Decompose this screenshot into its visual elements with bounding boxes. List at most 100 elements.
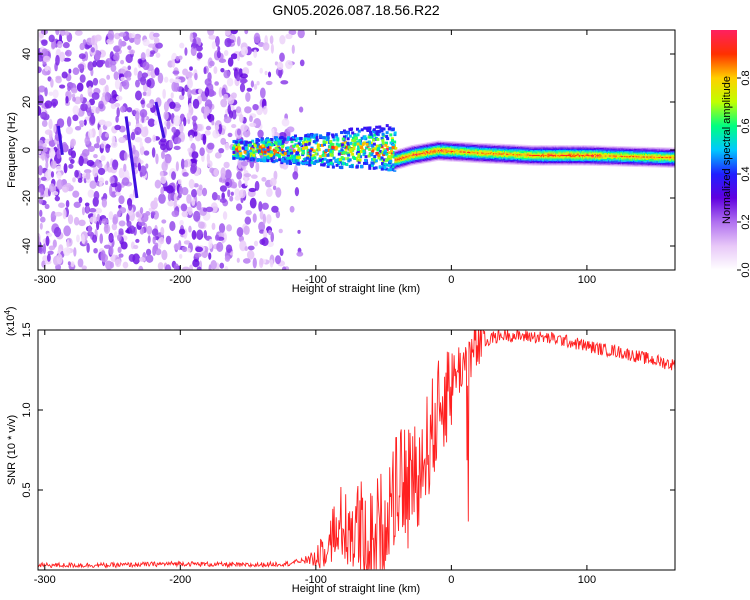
- spectrogram-noise-cell: [159, 143, 167, 151]
- spectrogram-signal-cell: [435, 149, 438, 151]
- spectrogram-noise-cell: [105, 58, 113, 68]
- spectrogram-signal-cell: [562, 146, 564, 148]
- spectrogram-signal-cell: [544, 151, 546, 153]
- spectrogram-signal-cell: [419, 143, 421, 145]
- spectrogram-noise-cell: [179, 123, 184, 134]
- spectrogram-signal-cell: [506, 148, 508, 151]
- spectrogram-signal-cell: [406, 158, 408, 160]
- spectrogram-signal-cell: [525, 152, 528, 154]
- spectrogram-turbulent-cell: [383, 151, 387, 155]
- spectrogram-signal-cell: [467, 161, 469, 163]
- spectrogram-signal-cell: [397, 161, 400, 163]
- spectrogram-signal-cell: [403, 157, 405, 159]
- spectrogram-signal-cell: [470, 161, 472, 163]
- spectrogram-signal-cell: [534, 159, 536, 161]
- spectrogram-signal-cell: [420, 145, 422, 148]
- spectrogram-turbulent-cell: [280, 161, 284, 165]
- spectrogram-signal-cell: [456, 151, 458, 153]
- spectrogram-signal-cell: [550, 164, 552, 166]
- spectrogram-noise-cell: [236, 227, 244, 238]
- spectrogram-turbulent-cell: [259, 152, 263, 156]
- spectrogram-signal-cell: [486, 150, 489, 152]
- spectrogram-signal-cell: [547, 148, 549, 150]
- spectrogram-signal-cell: [502, 149, 505, 152]
- spectrogram-noise-cell: [225, 181, 230, 187]
- spectrogram-signal-cell: [524, 162, 526, 165]
- spectrogram-signal-cell: [569, 162, 571, 164]
- spectrogram-signal-cell: [563, 146, 565, 148]
- spectrogram-signal-cell: [484, 162, 486, 164]
- spectrogram-signal-cell: [499, 162, 502, 165]
- spectrogram-signal-cell: [471, 155, 473, 157]
- spectrogram-noise-cell: [123, 151, 128, 161]
- spectrogram-signal-cell: [570, 158, 572, 160]
- spectrogram-signal-cell: [576, 147, 579, 149]
- spectrogram-signal-cell: [431, 146, 433, 148]
- spectrogram-signal-cell: [417, 148, 419, 151]
- spectrogram-noise-cell: [65, 126, 74, 135]
- spectrogram-signal-cell: [426, 160, 429, 162]
- spectrogram-signal-cell: [443, 145, 445, 147]
- spectrogram-signal-cell: [422, 144, 425, 146]
- spectrogram-signal-cell: [529, 155, 532, 158]
- spectrogram-signal-cell: [487, 156, 490, 158]
- spectrogram-noise-cell: [169, 78, 175, 84]
- spectrogram-signal-cell: [445, 154, 447, 156]
- spectrogram-noise-cell: [72, 190, 80, 198]
- spectrogram-signal-cell: [533, 156, 535, 158]
- spectrogram-signal-cell: [512, 152, 515, 154]
- spectrogram-signal-cell: [554, 151, 557, 153]
- spectrogram-signal-cell: [536, 162, 538, 164]
- spectrogram-signal-cell: [421, 162, 423, 164]
- spectrogram-signal-cell: [443, 158, 445, 160]
- spectrogram-signal-cell: [540, 150, 543, 152]
- spectrogram-signal-cell: [468, 149, 470, 151]
- spectrogram-signal-cell: [473, 154, 475, 156]
- spectrogram-streak: [124, 116, 139, 199]
- spectrogram-signal-cell: [540, 156, 543, 158]
- spectrogram-turbulent-cell: [322, 143, 326, 147]
- spectrogram-turbulent-cell: [320, 163, 324, 167]
- spectrogram-signal-cell: [527, 146, 530, 148]
- spectrogram-signal-cell: [420, 148, 422, 150]
- spectrogram-signal-cell: [477, 149, 480, 152]
- spectrogram-signal-cell: [526, 150, 529, 153]
- spectrogram-signal-cell: [493, 159, 495, 161]
- spectrogram-turbulent-cell: [251, 148, 255, 152]
- spectrogram-noise-cell: [243, 173, 252, 178]
- spectrogram-signal-cell: [475, 152, 478, 154]
- spectrogram-signal-cell: [549, 147, 551, 149]
- spectrogram-noise-cell: [150, 211, 156, 216]
- spectrogram-noise-cell: [78, 120, 85, 125]
- spectrogram-signal-cell: [542, 160, 545, 162]
- spectrogram-noise-cell: [109, 184, 113, 196]
- spectrogram-signal-cell: [423, 162, 426, 164]
- spectrogram-signal-cell: [477, 158, 480, 160]
- spectrogram-noise-cell: [104, 84, 109, 94]
- spectrogram-signal-cell: [464, 152, 467, 154]
- spectrogram-signal-cell: [409, 151, 412, 153]
- spectrogram-signal-cell: [497, 146, 499, 148]
- spectrogram-signal-cell: [484, 143, 486, 145]
- spectrogram-signal-cell: [433, 142, 435, 144]
- spectrogram-turbulent-cell: [256, 138, 260, 142]
- spectrogram-signal-cell: [473, 150, 475, 153]
- spectrogram-signal-cell: [542, 152, 545, 154]
- spectrogram-turbulent-cell: [319, 155, 323, 159]
- spectrogram-signal-cell: [447, 156, 449, 158]
- spectrogram-signal-cell: [476, 159, 479, 161]
- spectrogram-noise-cell: [220, 67, 225, 73]
- spectrogram-signal-cell: [516, 144, 519, 146]
- spectrogram-signal-cell: [554, 147, 557, 149]
- spectrogram-signal-cell: [456, 145, 458, 147]
- spectrogram-signal-cell: [549, 146, 551, 148]
- spectrogram-signal-cell: [537, 147, 539, 149]
- spectrogram-signal-cell: [446, 149, 448, 151]
- spectrogram-noise-cell: [219, 185, 227, 192]
- spectrogram-signal-cell: [428, 145, 430, 147]
- spectrogram-signal-cell: [471, 159, 473, 161]
- spectrogram-signal-cell: [574, 151, 576, 153]
- spectrogram-signal-cell: [535, 152, 537, 154]
- spectrogram-signal-cell: [482, 160, 484, 163]
- spectrogram-signal-cell: [503, 146, 506, 148]
